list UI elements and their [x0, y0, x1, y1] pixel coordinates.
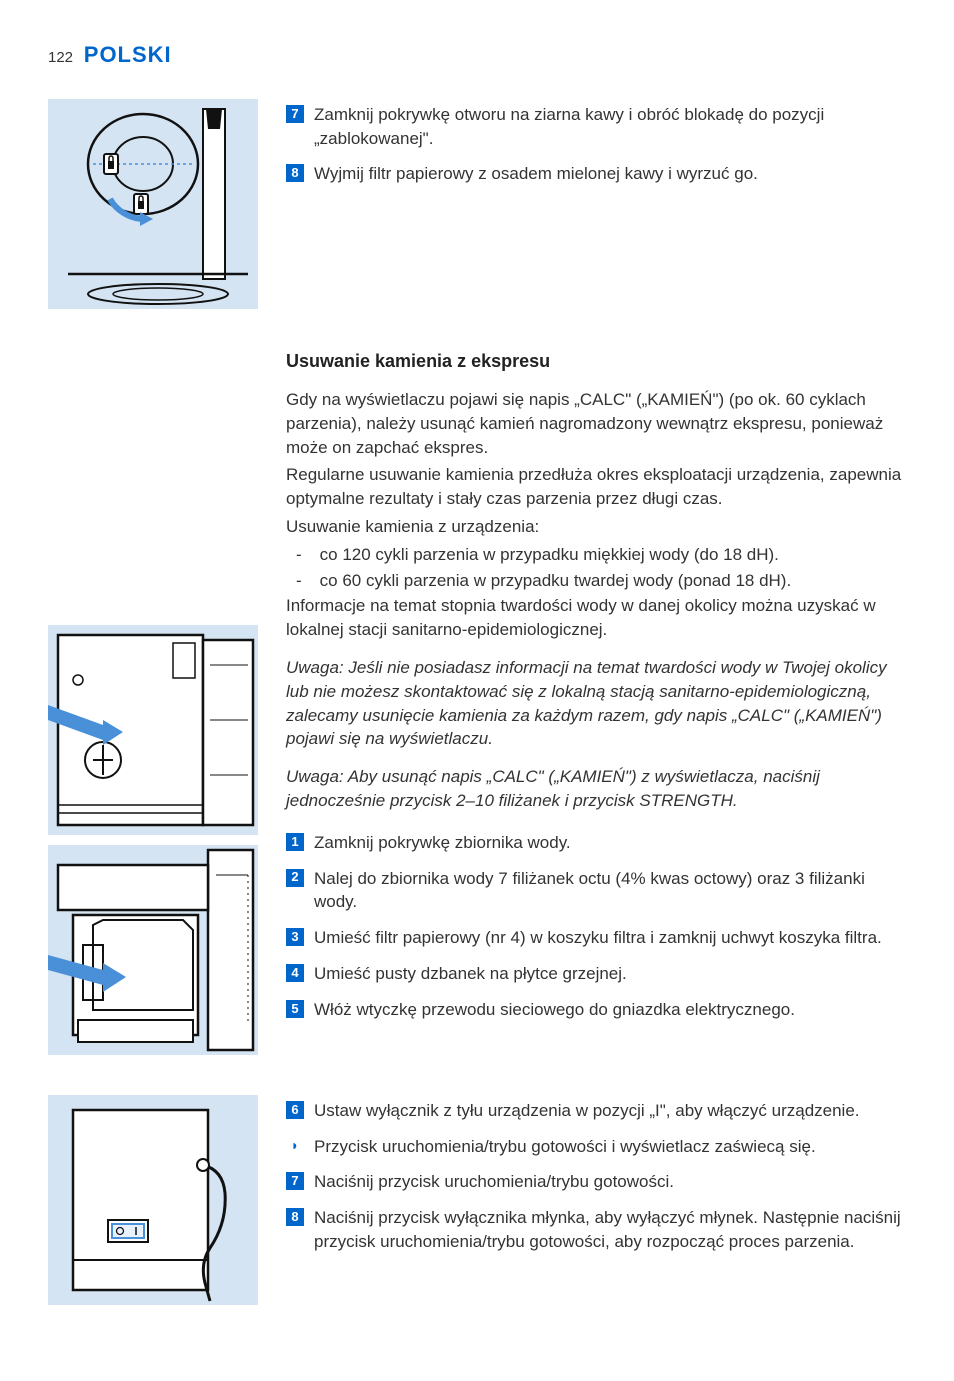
step-text: Ustaw wyłącznik z tyłu urządzenia w pozy…	[314, 1099, 906, 1123]
bullet-item: - co 120 cykli parzenia w przypadku mięk…	[286, 543, 906, 567]
figure-top-reservoir	[48, 625, 258, 835]
step-text: Przycisk uruchomienia/trybu gotowości i …	[314, 1135, 906, 1159]
figure-back-switch	[48, 1095, 258, 1305]
text-column: 7 Zamknij pokrywkę otworu na ziarna kawy…	[286, 99, 906, 198]
step-text: Naciśnij przycisk uruchomienia/trybu got…	[314, 1170, 906, 1194]
step-8: 8 Wyjmij filtr papierowy z osadem mielon…	[286, 162, 906, 186]
note-1: Uwaga: Jeśli nie posiadasz informacji na…	[286, 656, 906, 751]
figure-carafe	[48, 845, 258, 1055]
text-column: 6 Ustaw wyłącznik z tyłu urządzenia w po…	[286, 1095, 906, 1266]
bullet-text: co 120 cykli parzenia w przypadku miękki…	[320, 543, 779, 567]
step-6: 6 Ustaw wyłącznik z tyłu urządzenia w po…	[286, 1099, 906, 1123]
step-badge: 7	[286, 1172, 304, 1190]
section-heading: Usuwanie kamienia z ekspresu	[286, 349, 906, 374]
step-badge: 8	[286, 164, 304, 182]
step-1: 1 Zamknij pokrywkę zbiornika wody.	[286, 831, 906, 855]
figure-spacer	[48, 345, 258, 615]
result-arrow-icon: ◗	[286, 1137, 304, 1155]
step-text: Nalej do zbiornika wody 7 filiżanek octu…	[314, 867, 906, 915]
step-text: Zamknij pokrywkę otworu na ziarna kawy i…	[314, 103, 906, 151]
note-2: Uwaga: Aby usunąć napis „CALC" („KAMIEŃ"…	[286, 765, 906, 813]
step-text: Umieść pusty dzbanek na płytce grzejnej.	[314, 962, 906, 986]
outro-para: Informacje na temat stopnia twardości wo…	[286, 594, 906, 642]
step-badge: 2	[286, 869, 304, 887]
dash-icon: -	[296, 543, 302, 567]
step-8: 8 Naciśnij przycisk wyłącznika młynka, a…	[286, 1206, 906, 1254]
bullet-item: - co 60 cykli parzenia w przypadku tward…	[286, 569, 906, 593]
step-badge: 8	[286, 1208, 304, 1226]
section-descaling: Usuwanie kamienia z ekspresu Gdy na wyśw…	[48, 345, 906, 1055]
step-3: 3 Umieść filtr papierowy (nr 4) w koszyk…	[286, 926, 906, 950]
intro-para: Gdy na wyświetlaczu pojawi się napis „CA…	[286, 388, 906, 459]
step-badge: 3	[286, 928, 304, 946]
step-badge: 7	[286, 105, 304, 123]
step-text: Włóż wtyczkę przewodu sieciowego do gnia…	[314, 998, 906, 1022]
step-text: Wyjmij filtr papierowy z osadem mielonej…	[314, 162, 906, 186]
step-text: Umieść filtr papierowy (nr 4) w koszyku …	[314, 926, 906, 950]
figure-column	[48, 99, 258, 309]
step-4: 4 Umieść pusty dzbanek na płytce grzejne…	[286, 962, 906, 986]
step-text: Zamknij pokrywkę zbiornika wody.	[314, 831, 906, 855]
step-badge: 6	[286, 1101, 304, 1119]
dash-icon: -	[296, 569, 302, 593]
language-label: POLSKI	[84, 40, 172, 71]
section-power-on: 6 Ustaw wyłącznik z tyłu urządzenia w po…	[48, 1095, 906, 1305]
intro-para: Regularne usuwanie kamienia przedłuża ok…	[286, 463, 906, 511]
step-text: Naciśnij przycisk wyłącznika młynka, aby…	[314, 1206, 906, 1254]
step-7: 7 Zamknij pokrywkę otworu na ziarna kawy…	[286, 103, 906, 151]
page-number: 122	[48, 47, 73, 68]
section-step7-8: 7 Zamknij pokrywkę otworu na ziarna kawy…	[48, 99, 906, 309]
text-column: Usuwanie kamienia z ekspresu Gdy na wyśw…	[286, 345, 906, 1034]
figure-column	[48, 1095, 258, 1305]
step-badge: 1	[286, 833, 304, 851]
figure-column	[48, 345, 258, 1055]
bullet-text: co 60 cykli parzenia w przypadku twardej…	[320, 569, 792, 593]
intro-para: Usuwanie kamienia z urządzenia:	[286, 515, 906, 539]
step-2: 2 Nalej do zbiornika wody 7 filiżanek oc…	[286, 867, 906, 915]
step-result: ◗ Przycisk uruchomienia/trybu gotowości …	[286, 1135, 906, 1159]
figure-lid-lock	[48, 99, 258, 309]
step-5: 5 Włóż wtyczkę przewodu sieciowego do gn…	[286, 998, 906, 1022]
step-7: 7 Naciśnij przycisk uruchomienia/trybu g…	[286, 1170, 906, 1194]
step-badge: 4	[286, 964, 304, 982]
step-badge: 5	[286, 1000, 304, 1018]
page-header: 122 POLSKI	[48, 40, 906, 71]
